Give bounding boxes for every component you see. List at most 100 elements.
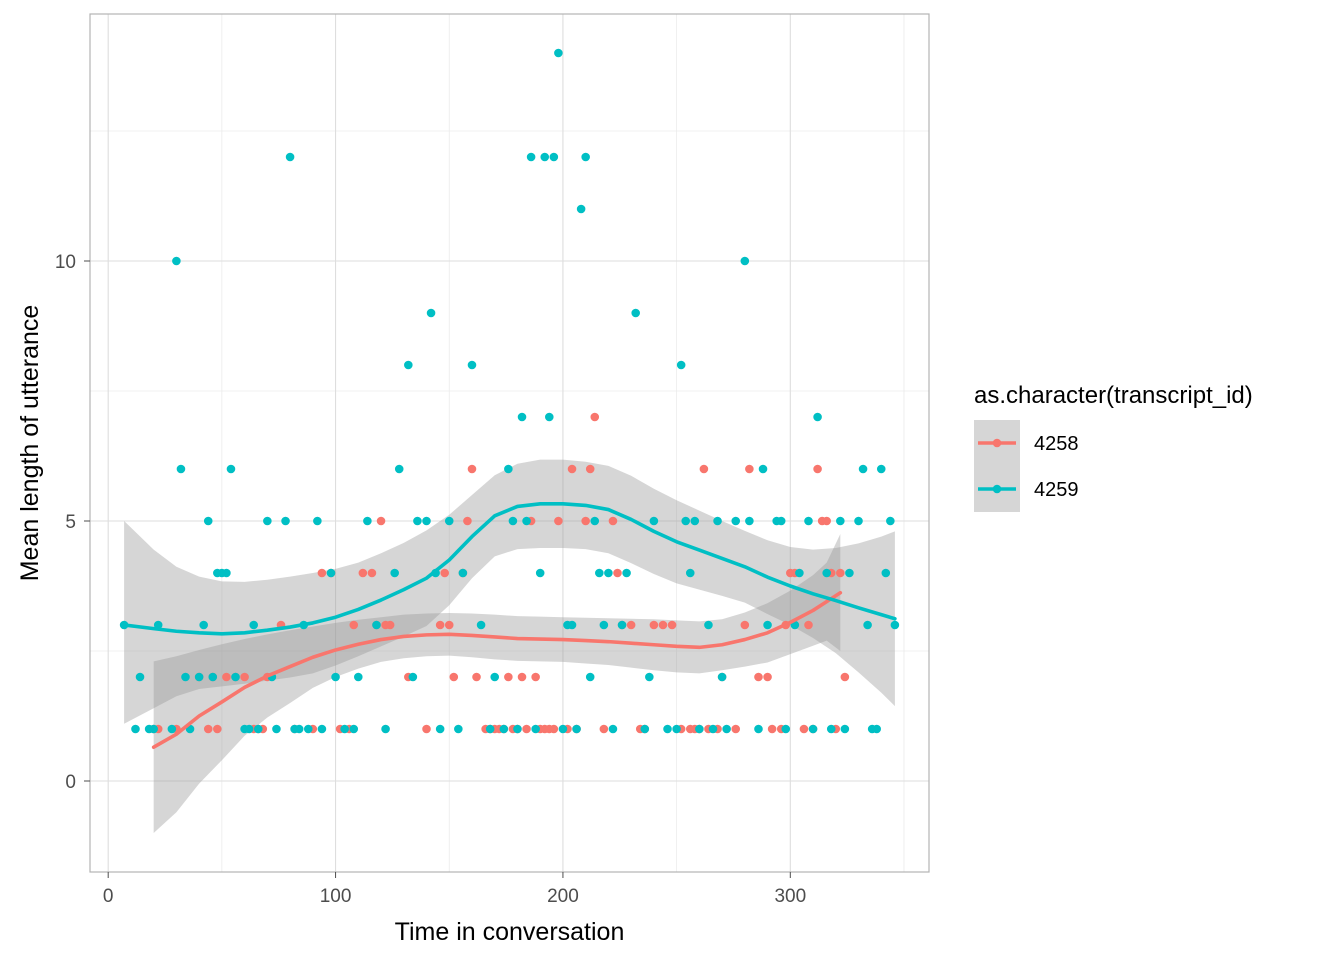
point-4259 [599,620,609,630]
point-4259 [731,516,741,526]
y-tick-label: 0 [65,772,76,793]
point-4259 [872,724,882,734]
point-4259 [554,48,563,58]
point-4258 [608,516,618,526]
point-4259 [131,724,140,734]
point-4258 [649,620,659,630]
point-4258 [522,724,531,734]
point-4259 [886,516,895,526]
smooth-lines [122,502,897,749]
point-4259 [863,620,872,630]
point-4258 [549,724,559,734]
point-4259 [826,724,836,734]
point-4259 [572,724,581,734]
point-4258 [745,464,754,474]
point-4259 [781,724,791,734]
point-4259 [836,516,845,526]
point-4259 [181,672,190,682]
point-4259 [390,568,399,578]
point-4259 [617,620,627,630]
point-4259 [208,672,218,682]
point-4259 [176,464,186,474]
point-4259 [676,360,686,370]
legend-label-4259: 4259 [1034,479,1079,501]
point-4258 [590,412,600,422]
point-4258 [613,568,622,578]
point-4259 [231,672,240,682]
point-4258 [658,620,668,630]
y-tick-label: 10 [55,252,76,273]
point-4258 [463,516,472,526]
point-4259 [576,204,586,214]
point-4259 [203,516,213,526]
point-4259 [845,568,854,578]
point-4259 [713,516,722,526]
point-4259 [581,152,590,162]
point-4259 [353,672,363,682]
point-4259 [645,672,654,682]
point-4258 [531,672,540,682]
point-4259 [244,724,254,734]
smooth-line-4258 [151,590,843,749]
point-4259 [372,620,381,630]
point-4259 [631,308,640,318]
point-4259 [717,672,727,682]
point-4259 [695,724,704,734]
x-tick-label: 200 [547,886,579,907]
point-4258 [836,568,845,578]
point-4259 [476,620,486,630]
legend-keys: 4258 4259 [974,420,1079,512]
confidence-band-4258 [153,534,841,833]
point-4258 [731,724,741,734]
point-4258 [699,464,709,474]
point-4258 [213,724,222,734]
point-4258 [385,620,395,630]
point-4258 [767,724,777,734]
point-4259 [454,724,463,734]
point-4259 [722,724,731,734]
point-4259 [808,724,818,734]
point-4258 [435,620,445,630]
point-4258 [449,672,459,682]
point-4259 [708,724,718,734]
panel-border [89,13,930,873]
x-tick-label: 300 [774,886,806,907]
point-4259 [549,152,559,162]
point-4259 [281,516,290,526]
point-4258 [599,724,609,734]
point-4259 [340,724,349,734]
point-4259 [408,672,418,682]
point-4259 [585,672,595,682]
point-4259 [513,724,522,734]
point-4259 [253,724,263,734]
point-4259 [704,620,713,630]
point-4259 [531,724,540,734]
point-4259 [381,724,390,734]
point-4258 [581,516,590,526]
point-4258 [472,672,481,682]
point-4258 [504,672,513,682]
point-4258 [822,516,831,526]
point-4258 [240,672,249,682]
point-4259 [881,568,891,578]
point-4258 [467,464,477,474]
y-tick-label: 5 [65,512,76,533]
legend-key-point-4259 [992,484,1002,494]
point-4259 [681,516,691,526]
point-4259 [858,464,868,474]
point-4258 [349,620,359,630]
point-4258 [799,724,809,734]
point-4259 [294,724,304,734]
y-axis-title: Mean length of utterance [16,305,44,582]
point-4259 [422,516,431,526]
point-4259 [608,724,618,734]
point-4258 [376,516,386,526]
point-4259 [649,516,659,526]
point-4259 [426,308,436,318]
point-4259 [172,256,181,266]
point-4259 [640,724,650,734]
point-4259 [458,568,468,578]
point-4258 [754,672,763,682]
point-4259 [804,516,813,526]
